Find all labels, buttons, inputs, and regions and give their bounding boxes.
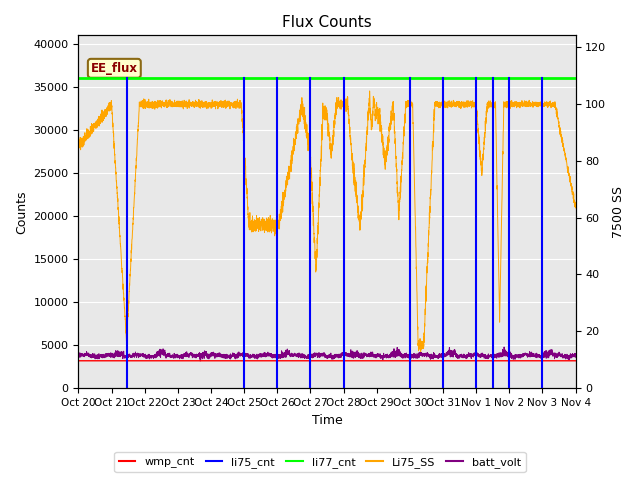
Text: EE_flux: EE_flux xyxy=(91,62,138,75)
Title: Flux Counts: Flux Counts xyxy=(282,15,372,30)
Y-axis label: 7500 SS: 7500 SS xyxy=(612,186,625,238)
Legend: wmp_cnt, li75_cnt, li77_cnt, Li75_SS, batt_volt: wmp_cnt, li75_cnt, li77_cnt, Li75_SS, ba… xyxy=(115,452,525,472)
Y-axis label: Counts: Counts xyxy=(15,190,28,234)
X-axis label: Time: Time xyxy=(312,414,342,427)
